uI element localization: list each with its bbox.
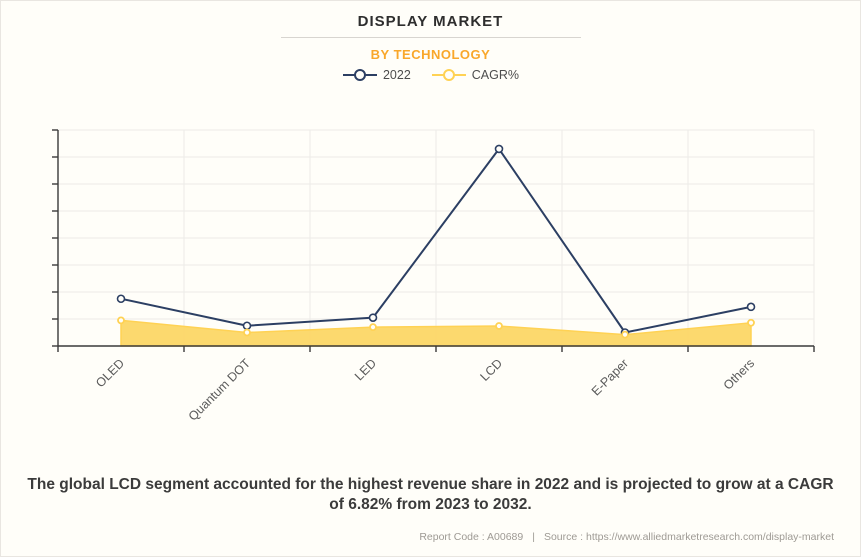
data-point bbox=[369, 323, 377, 332]
chart-subtitle: BY TECHNOLOGY bbox=[370, 47, 491, 62]
x-axis-label: Quantum DOT bbox=[186, 356, 254, 424]
data-point bbox=[495, 322, 503, 330]
chart-legend: 2022 CAGR% bbox=[1, 68, 860, 82]
legend-label: CAGR% bbox=[471, 68, 520, 82]
chart-header: DISPLAY MARKET BY TECHNOLOGY 2022 CAGR% bbox=[1, 13, 860, 82]
legend-marker-icon bbox=[431, 69, 466, 81]
data-point bbox=[368, 313, 378, 322]
legend-item-cagr-[interactable]: CAGR% bbox=[431, 68, 519, 82]
legend-marker-icon bbox=[342, 69, 377, 81]
x-axis-label: LCD bbox=[478, 356, 506, 384]
data-point bbox=[621, 330, 629, 339]
source-link[interactable]: Source : https://www.alliedmarketresearc… bbox=[543, 531, 834, 543]
data-point bbox=[243, 328, 251, 337]
data-point bbox=[746, 302, 756, 312]
chart-summary: The global LCD segment accounted for the… bbox=[27, 476, 834, 513]
legend-label: 2022 bbox=[382, 68, 411, 82]
report-code: Report Code : A00689 bbox=[419, 531, 524, 543]
axes bbox=[52, 129, 815, 352]
data-point bbox=[117, 316, 125, 325]
footer-separator: | bbox=[532, 531, 535, 543]
title-divider bbox=[280, 37, 581, 38]
data-point bbox=[494, 144, 504, 154]
x-axis-label: OLED bbox=[93, 356, 127, 390]
series-line-2022 bbox=[120, 147, 752, 334]
data-point bbox=[747, 318, 755, 327]
data-point bbox=[116, 294, 126, 304]
line-chart-canvas: OLED Quantum DOT LED LCD E-Paper Others bbox=[52, 129, 815, 424]
data-point bbox=[242, 321, 252, 331]
line-chart: OLED Quantum DOT LED LCD E-Paper Others bbox=[1, 113, 860, 458]
x-axis-label: LED bbox=[352, 356, 379, 383]
x-axis-label: Others bbox=[721, 356, 757, 392]
gridlines bbox=[58, 129, 815, 346]
report-footer: Report Code : A00689 | Source : https://… bbox=[419, 531, 834, 543]
page-title: DISPLAY MARKET bbox=[357, 13, 504, 30]
x-axis-label: E-Paper bbox=[589, 356, 631, 398]
legend-item-2022[interactable]: 2022 bbox=[342, 68, 411, 82]
